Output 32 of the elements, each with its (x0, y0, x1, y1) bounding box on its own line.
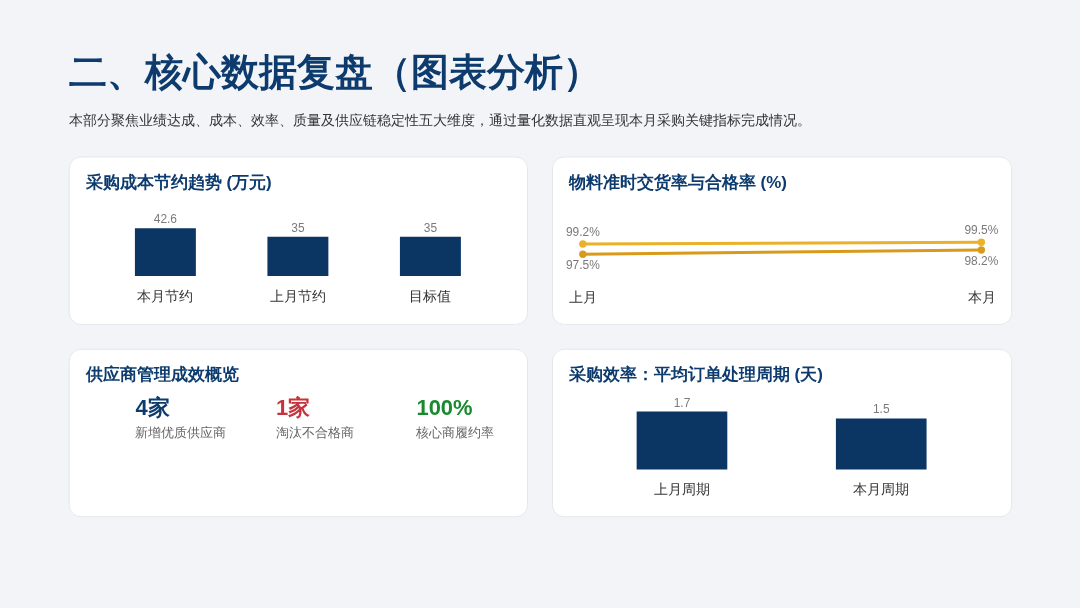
data-label: 98.2% (964, 253, 999, 268)
category-label: 淘汰不合格商 (275, 424, 354, 440)
text: 供应商管理成效概览 (84, 364, 239, 384)
data-label: 42.6 (153, 212, 178, 227)
point (977, 246, 986, 254)
point (977, 238, 986, 246)
data-label: 97.5% (565, 258, 601, 273)
data-label: 1.5 (872, 402, 890, 417)
data-label: 35 (291, 220, 305, 235)
text: 二、核心数据复盘（图表分析） (68, 50, 601, 93)
x-tick-label: 本月 (967, 288, 996, 305)
data-label: 99.2% (565, 225, 601, 240)
category-label: 新增优质供应商 (135, 424, 227, 440)
x-tick-label: 目标值 (409, 288, 452, 305)
category-label: 核心商履约率 (415, 424, 495, 440)
chart-title: 采购成本节约趋势 (万元) (84, 173, 272, 193)
x-tick-label: 上月周期 (653, 481, 710, 498)
x-tick-label: 上月节约 (269, 288, 326, 305)
text: 本部分聚焦业绩达成、成本、效率、质量及供应链稳定性五大维度，通过量化数据直观呈现本月采购关键指标完成情况。 (68, 111, 811, 128)
x-tick-label: 本月周期 (853, 481, 910, 498)
data-label: 100% (416, 394, 473, 420)
chart-title: 物料准时交货率与合格率 (%) (567, 173, 787, 193)
data-label: 99.5% (964, 223, 999, 238)
data-label: 1家 (275, 394, 311, 420)
data-label: 1.7 (673, 395, 691, 410)
point (579, 240, 587, 248)
chart-title: 采购效率：平均订单处理周期 (天) (567, 364, 823, 384)
x-tick-label: 上月 (569, 288, 598, 305)
data-label: 4家 (135, 394, 170, 420)
data-label: 35 (423, 220, 438, 235)
point (579, 250, 587, 258)
x-tick-label: 本月节约 (137, 288, 194, 305)
